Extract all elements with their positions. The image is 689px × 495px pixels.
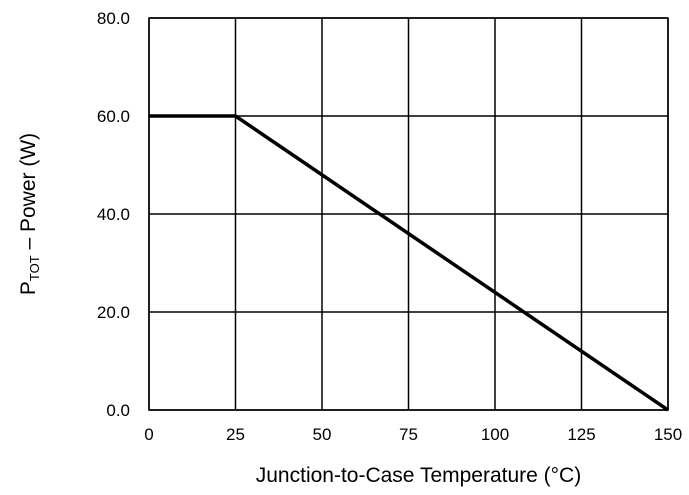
y-axis-title: PTOT – Power (W) [17, 133, 42, 295]
x-tick-label: 75 [399, 425, 418, 444]
x-tick-label: 150 [654, 425, 682, 444]
x-tick-label: 125 [567, 425, 595, 444]
y-tick-label: 40.0 [97, 205, 130, 224]
x-axis-title: Junction-to-Case Temperature (°C) [256, 464, 581, 487]
x-tick-labels: 0 25 50 75 100 125 150 [144, 425, 682, 444]
x-tick-label: 100 [481, 425, 509, 444]
power-derating-line [149, 114, 669, 412]
x-tick-label: 25 [226, 425, 245, 444]
y-axis-title-subscript: TOT [27, 255, 42, 281]
plot-area-frame [148, 17, 669, 411]
series-layer [149, 114, 669, 412]
y-tick-label: 80.0 [97, 9, 130, 28]
y-tick-label: 0.0 [106, 401, 130, 420]
y-axis-title-rest: – Power (W) [17, 133, 40, 256]
y-tick-labels: 0.0 20.0 40.0 60.0 80.0 [97, 9, 130, 420]
y-tick-label: 60.0 [97, 107, 130, 126]
y-axis-title-main: P [17, 281, 40, 295]
y-tick-label: 20.0 [97, 303, 130, 322]
x-tick-label: 50 [313, 425, 332, 444]
x-tick-label: 0 [144, 425, 153, 444]
